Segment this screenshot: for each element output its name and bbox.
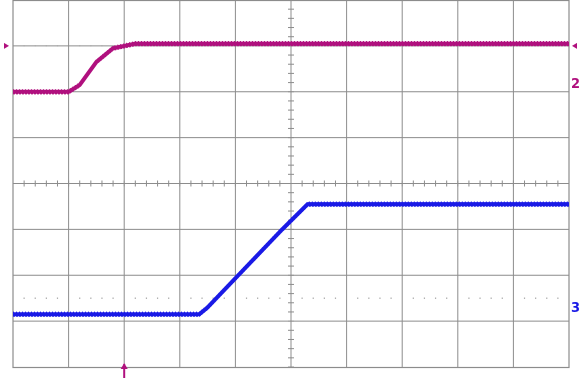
level-dot (268, 297, 270, 299)
level-dot (523, 45, 526, 47)
level-dot (279, 297, 281, 299)
level-dot (312, 297, 314, 299)
level-dot (145, 297, 148, 299)
level-dot (357, 297, 359, 299)
level-dot (301, 297, 303, 299)
level-dot (434, 297, 437, 299)
level-dot (190, 297, 192, 299)
level-dot (412, 45, 414, 47)
level-dot (212, 297, 214, 299)
trace-noise-ch3 (13, 201, 569, 313)
level-dot (368, 297, 370, 299)
level-dot (34, 297, 36, 299)
level-dot (379, 45, 381, 47)
level-dot (446, 45, 448, 47)
level-dot (334, 297, 337, 299)
level-dot (523, 297, 526, 299)
trace-noise-ch3 (13, 205, 569, 317)
level-dot (112, 297, 114, 299)
level-dot (56, 297, 59, 299)
graticule (12, 0, 570, 369)
level-dot (501, 297, 503, 299)
level-dot (56, 45, 59, 47)
level-dot (45, 45, 47, 47)
level-dot (168, 297, 170, 299)
level-dot (223, 297, 225, 299)
level-dot (479, 297, 481, 299)
level-dot (79, 297, 81, 299)
level-dot (79, 45, 81, 47)
channel-markers (4, 42, 577, 378)
level-dot (557, 297, 559, 299)
level-dot (101, 45, 103, 47)
level-dot (201, 297, 203, 299)
level-dot (245, 297, 248, 299)
level-dot (423, 297, 426, 299)
level-dot (23, 297, 25, 299)
trigger-level-marker-right (572, 42, 577, 49)
traces (13, 41, 569, 317)
level-dot (390, 297, 392, 299)
level-dot (156, 297, 159, 299)
level-dot (112, 45, 114, 47)
level-dot (223, 45, 225, 47)
level-dot (490, 297, 492, 299)
level-dot (334, 45, 337, 47)
channel-2-label: 2 (571, 77, 580, 92)
level-dot (301, 45, 303, 47)
channel-3-label: 3 (571, 301, 580, 316)
trace-noise-ch2 (13, 45, 569, 95)
level-dot (557, 45, 559, 47)
trigger-level-marker-left (4, 42, 9, 49)
level-dot (134, 297, 136, 299)
level-dot (145, 45, 148, 47)
level-dot (412, 297, 414, 299)
level-dot (379, 297, 381, 299)
trace-noise-ch2 (13, 41, 569, 91)
level-dot (257, 297, 259, 299)
trace-ch3 (13, 202, 569, 317)
level-dot (45, 297, 47, 299)
trace-ch2 (13, 41, 569, 94)
level-dot (323, 297, 325, 299)
level-dot (368, 45, 370, 47)
level-dot (446, 297, 448, 299)
level-dot (257, 45, 259, 47)
level-dot (34, 45, 36, 47)
level-dot (546, 297, 548, 299)
level-dot (101, 297, 103, 299)
level-dot (490, 45, 492, 47)
trigger-position-arrow-head (120, 363, 128, 369)
level-dot (535, 297, 537, 299)
level-dot (90, 45, 92, 47)
level-dot (23, 45, 25, 47)
level-dot (90, 297, 92, 299)
level-dot (468, 297, 470, 299)
